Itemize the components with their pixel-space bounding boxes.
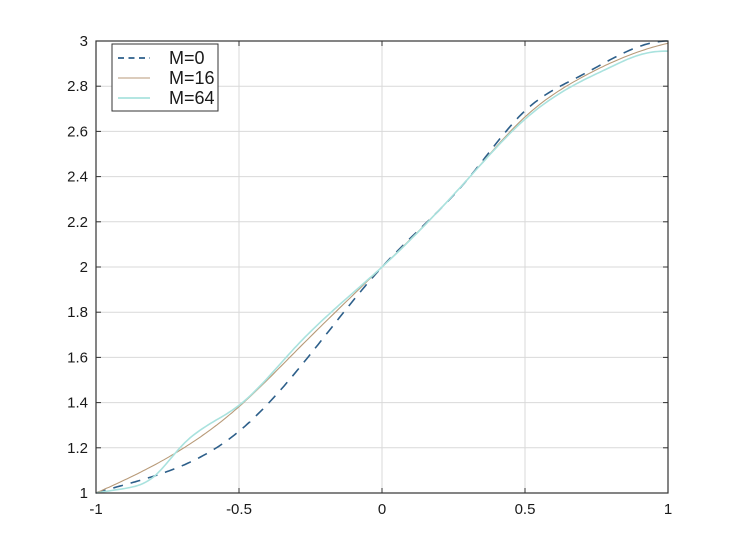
svg-text:M=0: M=0	[169, 48, 205, 68]
svg-text:2.2: 2.2	[67, 214, 88, 231]
svg-text:2.8: 2.8	[67, 78, 88, 95]
svg-text:1.6: 1.6	[67, 349, 88, 366]
svg-text:-1: -1	[89, 501, 102, 518]
svg-text:1: 1	[80, 485, 88, 502]
svg-text:M=16: M=16	[169, 68, 215, 88]
svg-text:3: 3	[80, 33, 88, 50]
svg-text:1.2: 1.2	[67, 440, 88, 457]
svg-text:1.4: 1.4	[67, 395, 88, 412]
svg-text:2.6: 2.6	[67, 123, 88, 140]
svg-text:M=64: M=64	[169, 88, 215, 108]
svg-text:2: 2	[80, 259, 88, 276]
svg-text:0.5: 0.5	[515, 501, 536, 518]
svg-text:2.4: 2.4	[67, 169, 88, 186]
svg-text:1.8: 1.8	[67, 304, 88, 321]
svg-text:1: 1	[664, 501, 672, 518]
svg-text:0: 0	[378, 501, 386, 518]
svg-text:-0.5: -0.5	[226, 501, 252, 518]
